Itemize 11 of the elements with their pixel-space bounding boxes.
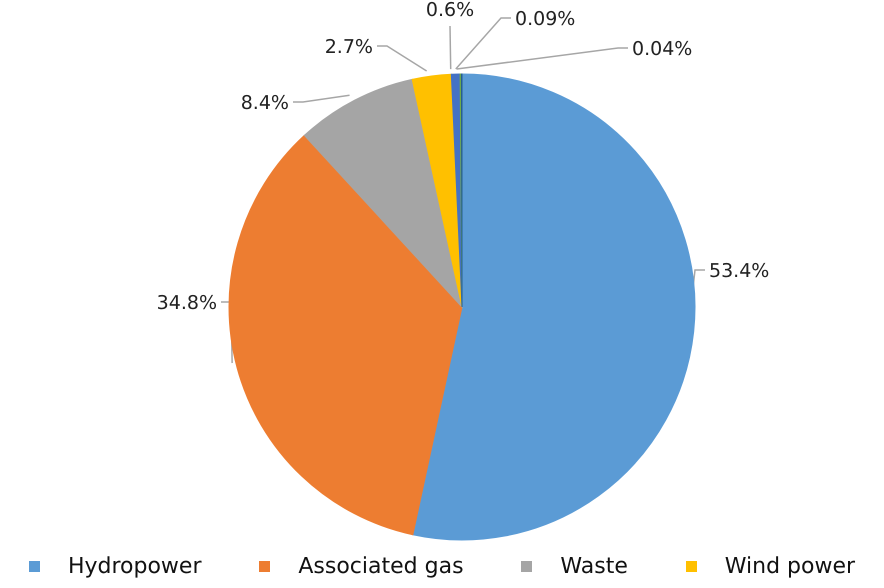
legend-label: Hydropower: [68, 554, 202, 579]
data-label: 34.8%: [156, 292, 217, 314]
data-label: 0.09%: [515, 8, 576, 30]
data-label: 2.7%: [324, 36, 373, 58]
legend-label: Waste: [560, 554, 628, 579]
data-label: 0.6%: [426, 0, 474, 21]
data-label: 8.4%: [240, 92, 289, 114]
legend-label: Wind power: [724, 554, 856, 579]
data-label: 0.04%: [632, 38, 692, 60]
legend-label: Associated gas: [298, 554, 464, 579]
data-label: 53.4%: [709, 260, 770, 282]
